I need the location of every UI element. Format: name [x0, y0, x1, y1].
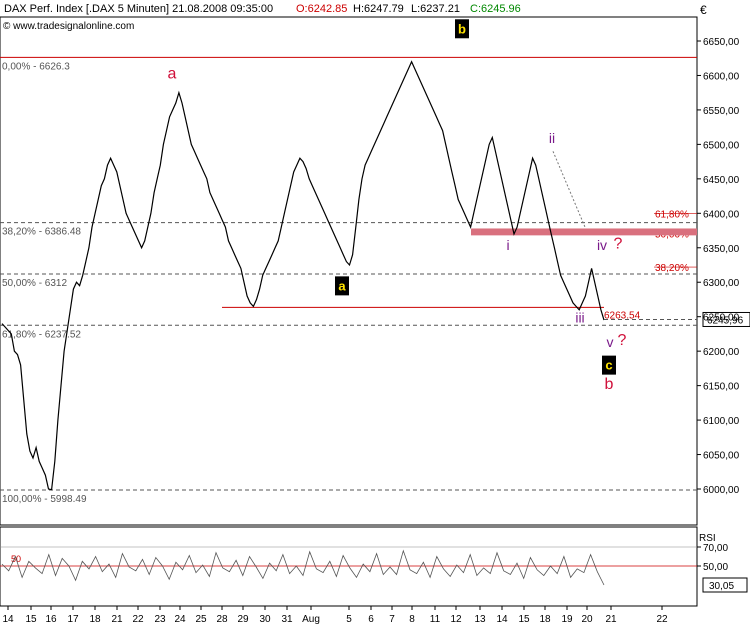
- y-tick-label: 6000,00: [703, 485, 740, 496]
- y-tick-label: 6350,00: [703, 244, 740, 255]
- fib-label: 50,00% - 6312: [2, 278, 67, 289]
- x-tick-label: 23: [154, 614, 166, 625]
- price-axis: 6650,00 6600,00 6550,00 6500,00 6450,00 6400,…: [697, 37, 740, 496]
- x-tick-label: 7: [389, 614, 395, 625]
- high-value: H:6247.79: [353, 3, 404, 15]
- x-tick-label: 16: [45, 614, 57, 625]
- rsi-tick-label: 50,00: [703, 562, 728, 573]
- wave-label: iv: [597, 237, 607, 253]
- y-tick-label: 6150,00: [703, 382, 740, 393]
- rsi-label: RSI: [699, 533, 716, 544]
- rsi-line: [1, 549, 605, 586]
- wave-label-box: [602, 355, 616, 375]
- rsi-value-label: 30,05: [709, 581, 734, 592]
- x-tick-label: 21: [605, 614, 617, 625]
- y-tick-label: 6650,00: [703, 37, 740, 48]
- x-tick-label: 30: [259, 614, 271, 625]
- x-tick-label: 29: [237, 614, 249, 625]
- x-tick-label: 8: [409, 614, 415, 625]
- y-tick-label: 6300,00: [703, 278, 740, 289]
- fib-right-label: 38,20%: [655, 263, 689, 274]
- time-axis: 14 15 16 17 18 21 22 23 24 25 28 29 30 31 Aug 5 6 7 8 11 12 1…: [2, 606, 668, 625]
- price-panel: [0, 16, 698, 526]
- wave-trendline: [552, 151, 586, 228]
- x-tick-label: 17: [67, 614, 79, 625]
- x-tick-label: 5: [346, 614, 352, 625]
- wave-label: i: [506, 237, 509, 253]
- x-tick-label: 14: [2, 614, 14, 625]
- wave-label-box: [335, 276, 349, 296]
- last-price-label: 6245,96: [707, 315, 744, 326]
- instrument-title: DAX Perf. Index [.DAX 5 Minuten] 21.08.2…: [4, 3, 273, 15]
- wave-label: ?: [618, 332, 627, 349]
- fib-levels-left: 0,00% - 6626.3 38,20% - 6386.48 50,00% - 6…: [0, 56, 697, 505]
- rsi-tick-label: 70,00: [703, 543, 728, 554]
- x-tick-label: 15: [25, 614, 37, 625]
- open-value: O:6242.85: [296, 3, 347, 15]
- x-tick-label: 21: [111, 614, 123, 625]
- y-tick-label: 6400,00: [703, 209, 740, 220]
- y-tick-label: 6500,00: [703, 140, 740, 151]
- currency-symbol: €: [700, 3, 707, 17]
- x-tick-label: 18: [539, 614, 551, 625]
- price-series: 6245,96: [1, 60, 750, 491]
- fib-label: 38,20% - 6386.48: [2, 227, 81, 238]
- y-tick-label: 6450,00: [703, 175, 740, 186]
- x-tick-label: 20: [581, 614, 593, 625]
- y-tick-label: 6050,00: [703, 451, 740, 462]
- wave-label-box: [455, 19, 469, 39]
- rsi-panel: [0, 526, 698, 607]
- x-tick-label: 22: [132, 614, 144, 625]
- low-value: L:6237.21: [411, 3, 460, 15]
- x-tick-label: 25: [195, 614, 207, 625]
- wave-label: iii: [575, 309, 584, 325]
- x-tick-label: 14: [496, 614, 508, 625]
- wave-label: v: [607, 334, 614, 350]
- x-tick-label: 12: [450, 614, 462, 625]
- wave-label: ?: [614, 236, 623, 253]
- y-tick-label: 6600,00: [703, 71, 740, 82]
- wave-label: ii: [549, 130, 555, 146]
- last-price-box: [702, 311, 750, 327]
- x-tick-label: 31: [281, 614, 293, 625]
- x-tick-label: 28: [216, 614, 228, 625]
- price-line: [1, 60, 605, 491]
- rsi-series: 50: [0, 546, 697, 586]
- x-tick-label: 18: [89, 614, 101, 625]
- fib-label: 61,80% - 6237.52: [2, 329, 81, 340]
- x-tick-label: 11: [430, 614, 441, 625]
- source-label: © www.tradesignalonline.com: [3, 21, 134, 32]
- y-tick-label: 6100,00: [703, 416, 740, 427]
- rsi-axis: 70,00 50,00 30,05: [697, 543, 748, 593]
- wave-label: b: [605, 376, 614, 393]
- wave-label: b: [458, 21, 466, 36]
- y-tick-label: 6200,00: [703, 347, 740, 358]
- x-tick-label: 22: [656, 614, 668, 625]
- x-tick-label: 19: [561, 614, 573, 625]
- x-tick-label: 24: [174, 614, 186, 625]
- x-tick-label: 15: [518, 614, 530, 625]
- wave-label: a: [338, 278, 346, 293]
- x-tick-label: Aug: [302, 614, 320, 625]
- fib-label: 0,00% - 6626.3: [2, 61, 70, 72]
- x-tick-label: 13: [474, 614, 486, 625]
- y-tick-label: 6550,00: [703, 106, 740, 117]
- resistance-band: [471, 228, 697, 236]
- wave-label: a: [168, 65, 177, 82]
- x-tick-label: 6: [368, 614, 374, 625]
- fib-label: 100,00% - 5998.49: [2, 494, 87, 505]
- y-tick-label: 6250,00: [703, 313, 740, 324]
- rsi-value-box: [702, 577, 748, 593]
- support-line: 6263.54: [222, 306, 641, 321]
- wave-label: c: [605, 358, 612, 373]
- fib-right-label: 61,80%: [655, 209, 689, 220]
- close-value: C:6245.96: [470, 3, 521, 15]
- support-line-label: 6263.54: [604, 310, 641, 321]
- resistance-band-rect: [471, 228, 697, 236]
